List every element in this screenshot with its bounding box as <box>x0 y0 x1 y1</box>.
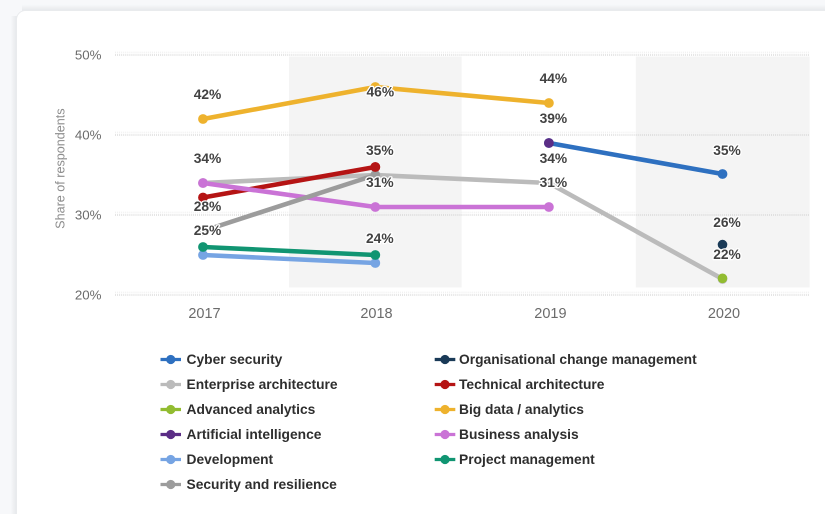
svg-text:Technical architecture: Technical architecture <box>459 377 605 392</box>
svg-text:26%: 26% <box>713 215 741 230</box>
svg-text:31%: 31% <box>540 175 568 190</box>
svg-text:31%: 31% <box>366 175 394 190</box>
svg-text:Business analysis: Business analysis <box>459 427 579 442</box>
svg-text:20%: 20% <box>75 288 102 303</box>
svg-text:44%: 44% <box>540 71 568 86</box>
svg-text:2018: 2018 <box>360 306 392 322</box>
svg-text:35%: 35% <box>713 143 741 158</box>
svg-text:Enterprise architecture: Enterprise architecture <box>187 377 338 392</box>
svg-text:2017: 2017 <box>188 306 220 322</box>
svg-text:40%: 40% <box>75 128 102 143</box>
svg-text:46%: 46% <box>366 85 394 100</box>
svg-text:34%: 34% <box>194 151 222 166</box>
svg-text:Artificial intelligence: Artificial intelligence <box>187 427 322 442</box>
svg-text:42%: 42% <box>194 87 222 102</box>
svg-text:25%: 25% <box>194 223 222 238</box>
svg-text:Security and resilience: Security and resilience <box>187 477 338 492</box>
svg-text:2020: 2020 <box>708 306 740 322</box>
svg-text:Cyber security: Cyber security <box>187 352 283 367</box>
svg-text:Big data / analytics: Big data / analytics <box>459 402 584 417</box>
svg-text:34%: 34% <box>540 151 568 166</box>
svg-text:Advanced analytics: Advanced analytics <box>187 402 316 417</box>
svg-text:Development: Development <box>187 452 274 467</box>
svg-text:28%: 28% <box>194 199 222 214</box>
svg-text:Project management: Project management <box>459 452 595 467</box>
svg-text:30%: 30% <box>75 208 102 223</box>
svg-text:39%: 39% <box>540 111 568 126</box>
svg-text:Organisational change manageme: Organisational change management <box>459 352 697 367</box>
svg-text:50%: 50% <box>75 48 102 63</box>
svg-text:22%: 22% <box>713 247 741 262</box>
svg-text:Share of respondents: Share of respondents <box>54 108 68 228</box>
svg-text:2019: 2019 <box>534 306 566 322</box>
svg-text:35%: 35% <box>366 143 394 158</box>
svg-text:24%: 24% <box>366 231 394 246</box>
